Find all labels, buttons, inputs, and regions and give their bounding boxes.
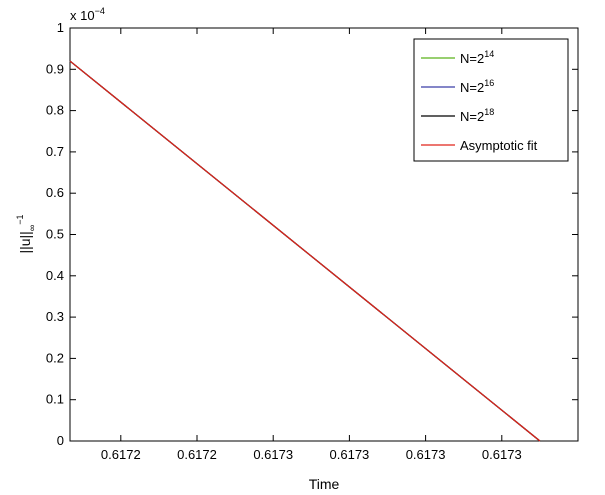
series-lines	[69, 60, 541, 442]
legend-label-3: N=218	[460, 107, 494, 124]
x-tick-label: 0.6172	[101, 447, 141, 462]
legend: N=214 N=216 N=218 Asymptotic fit	[413, 38, 569, 162]
y-tick-label: 1	[57, 20, 64, 35]
legend-box	[413, 38, 569, 162]
legend-label-1: N=214	[460, 49, 494, 66]
legend-label-2: N=216	[460, 78, 494, 95]
y-tick-label: 0.7	[46, 144, 64, 159]
y-tick-label: 0	[57, 433, 64, 448]
x-axis-label: Time	[309, 476, 340, 492]
x-tick-label: 0.6173	[330, 447, 370, 462]
y-tick-label: 0.9	[46, 61, 64, 76]
legend-label-4: Asymptotic fit	[460, 138, 538, 153]
y-tick-label: 0.6	[46, 185, 64, 200]
series-line-4	[69, 60, 541, 442]
y-tick-label: 0.3	[46, 309, 64, 324]
y-ticks: 0 0.1 0.2 0.3 0.4 0.5 0.6 0.7 0.8 0.9 1	[46, 20, 578, 448]
x-tick-label: 0.6173	[482, 447, 522, 462]
x-tick-label: 0.6172	[177, 447, 217, 462]
x-ticks: 0.6172 0.6172 0.6173 0.6173 0.6173 0.6173	[101, 28, 522, 462]
y-tick-label: 0.4	[46, 268, 64, 283]
y-tick-label: 0.2	[46, 350, 64, 365]
y-tick-label: 0.1	[46, 392, 64, 407]
x-tick-label: 0.6173	[406, 447, 446, 462]
x-tick-label: 0.6173	[253, 447, 293, 462]
y-axis-label: ||u||∞−1	[15, 214, 37, 253]
y-multiplier: x 10−4	[70, 6, 105, 23]
y-tick-label: 0.5	[46, 227, 64, 242]
y-tick-label: 0.8	[46, 103, 64, 118]
